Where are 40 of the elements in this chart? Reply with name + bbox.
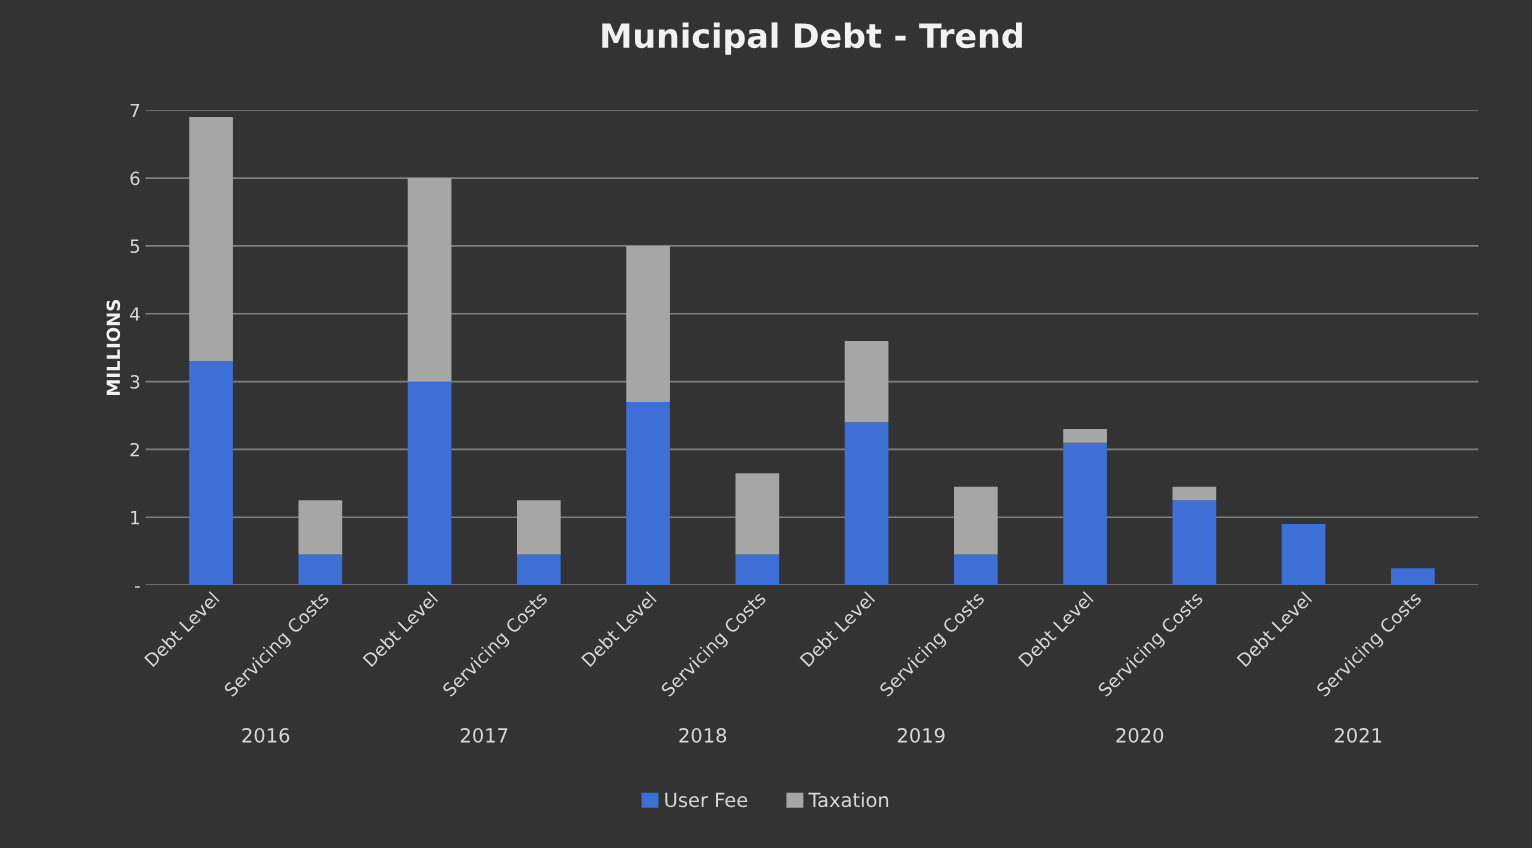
bar [1390, 568, 1435, 586]
text: 2021 [1334, 728, 1382, 743]
bar [298, 500, 343, 555]
bar [407, 381, 452, 586]
text: 2018 [679, 728, 727, 743]
chart-title: Municipal Debt - Trend [602, 22, 1022, 55]
bar [407, 178, 452, 382]
bar [1172, 500, 1217, 586]
y-tick-label: - [135, 586, 140, 588]
bar [844, 340, 889, 423]
bar [189, 117, 233, 362]
bar [626, 401, 670, 586]
legend-label: User Fee [665, 792, 748, 808]
text: 2020 [1116, 728, 1164, 743]
text: 2016 [242, 728, 290, 743]
text: 2019 [897, 728, 945, 743]
bar [1281, 524, 1326, 586]
bar [1172, 486, 1217, 501]
bar [626, 245, 670, 402]
y-tick-label: 7 [130, 103, 140, 118]
bar [1063, 442, 1107, 586]
bar [516, 500, 561, 555]
bar [189, 361, 233, 586]
y-tick-label: 4 [130, 307, 140, 321]
y-tick-label: 5 [130, 239, 140, 254]
y-tick-label: 2 [130, 442, 139, 457]
bar [844, 422, 889, 586]
y-tick-label: 3 [130, 375, 140, 389]
y-tick-label: 1 [131, 510, 140, 525]
bar [298, 554, 343, 586]
legend-label: Taxation [808, 792, 889, 808]
bar [953, 486, 998, 555]
text: 2017 [460, 728, 508, 743]
bar [735, 473, 780, 555]
bar [953, 554, 998, 586]
y-tick-label: 6 [130, 171, 140, 186]
bar [1063, 429, 1107, 443]
y-axis-title: MILLIONS [106, 300, 121, 395]
bar [735, 554, 780, 586]
bar [516, 554, 561, 586]
